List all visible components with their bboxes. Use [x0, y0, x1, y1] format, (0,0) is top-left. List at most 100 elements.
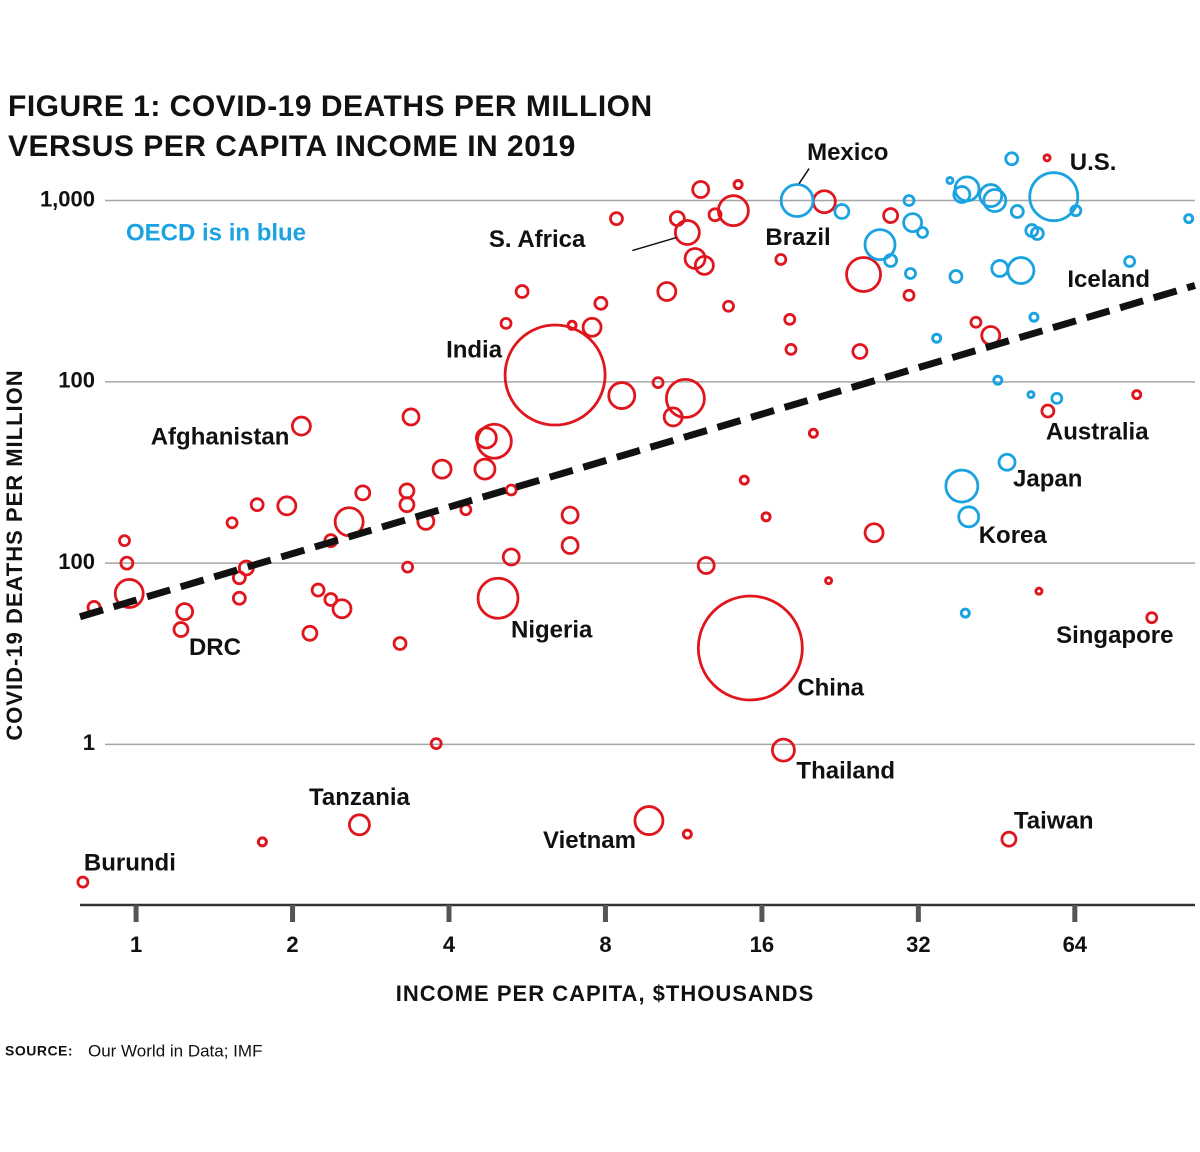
bubble [952, 185, 972, 204]
bubble [1000, 830, 1018, 848]
bubble [902, 288, 916, 302]
bubble [681, 828, 693, 840]
x-tick-label: 16 [750, 932, 774, 957]
point-label: Taiwan [1014, 808, 1094, 835]
point-label: Korea [979, 522, 1048, 549]
point-label: Australia [1046, 418, 1149, 445]
bubble [175, 602, 195, 622]
bubble [310, 582, 326, 598]
bubble [668, 210, 686, 227]
bubble [959, 607, 971, 619]
bubble [779, 183, 815, 218]
x-axis-title: INCOME PER CAPITA, $THOUSANDS [396, 981, 815, 1006]
bubble [982, 188, 1008, 213]
point-label: S. Africa [489, 226, 586, 253]
point-label: Iceland [1067, 266, 1150, 293]
y-tick-label: 100 [58, 549, 95, 574]
bubble [851, 343, 869, 360]
bubble [256, 836, 268, 848]
bubble [833, 203, 851, 220]
bubble [398, 496, 416, 514]
bubble [783, 312, 797, 326]
bubble [904, 267, 917, 280]
bubble [664, 378, 706, 419]
bubble [354, 484, 372, 502]
bubble [475, 422, 513, 460]
bubble [1069, 204, 1083, 218]
bubble [301, 624, 319, 642]
bubble [738, 474, 750, 486]
bubble [1145, 611, 1159, 625]
x-tick-label: 32 [906, 932, 930, 957]
bubble [931, 332, 943, 344]
x-tick-label: 1 [130, 932, 142, 957]
source: Our World in Data; IMF [88, 1041, 262, 1060]
bubble [607, 381, 637, 410]
point-label: Singapore [1056, 622, 1173, 649]
bubble [1034, 586, 1044, 596]
bubble [348, 813, 371, 837]
bubble [566, 319, 578, 331]
bubble [499, 317, 513, 330]
bubble [992, 374, 1004, 386]
x-tick-label: 64 [1063, 932, 1088, 957]
bubble [696, 556, 716, 575]
bubble [1183, 213, 1195, 225]
bubble [944, 468, 980, 504]
bubble [997, 452, 1017, 472]
bubble [231, 590, 247, 606]
bubble [323, 592, 339, 607]
point-label: Mexico [807, 139, 888, 166]
bubble [1042, 153, 1052, 163]
bubble [290, 415, 312, 437]
bubble [1026, 390, 1036, 400]
bubble [863, 228, 897, 262]
bubble [401, 560, 415, 574]
source-label: SOURCE: [5, 1043, 73, 1059]
bubble [392, 636, 408, 651]
point-label: Thailand [796, 757, 895, 784]
bubble [172, 621, 190, 638]
leader-line [632, 236, 677, 252]
leader-line [798, 168, 810, 184]
bubble [504, 483, 518, 497]
point-label: India [446, 336, 503, 363]
bubble [811, 189, 837, 215]
y-tick-label: 1 [83, 730, 95, 755]
bubble [656, 281, 678, 302]
bubble [476, 576, 520, 620]
bubble [651, 376, 665, 390]
bubble [429, 737, 443, 750]
bubble [845, 256, 882, 293]
bubble [1028, 171, 1080, 223]
bubble [1006, 256, 1036, 285]
chart-title: VERSUS PER CAPITA INCOME IN 2019 [8, 130, 576, 163]
bubble [732, 179, 744, 191]
bubble [863, 522, 885, 544]
bubble [560, 536, 580, 555]
bubble [945, 175, 955, 185]
bubble [118, 534, 131, 548]
bubble [473, 457, 497, 481]
bubble [609, 211, 624, 226]
bubble [560, 505, 580, 525]
bubble [948, 269, 964, 284]
legend-note: OECD is in blue [126, 219, 306, 246]
bubble [1040, 403, 1056, 419]
bubble [902, 194, 916, 207]
bubble [401, 407, 421, 427]
bubble [916, 226, 929, 239]
bubble [693, 254, 715, 276]
bubble [581, 316, 603, 338]
bubble [276, 495, 298, 517]
point-label: Afghanistan [151, 423, 290, 450]
bubble [76, 875, 90, 889]
bubble [771, 737, 796, 763]
bubble [760, 511, 772, 523]
bubble [119, 555, 135, 571]
point-label: Tanzania [309, 784, 411, 811]
bubble [225, 516, 239, 530]
bubble [1050, 392, 1064, 405]
point-label: Vietnam [543, 827, 636, 854]
